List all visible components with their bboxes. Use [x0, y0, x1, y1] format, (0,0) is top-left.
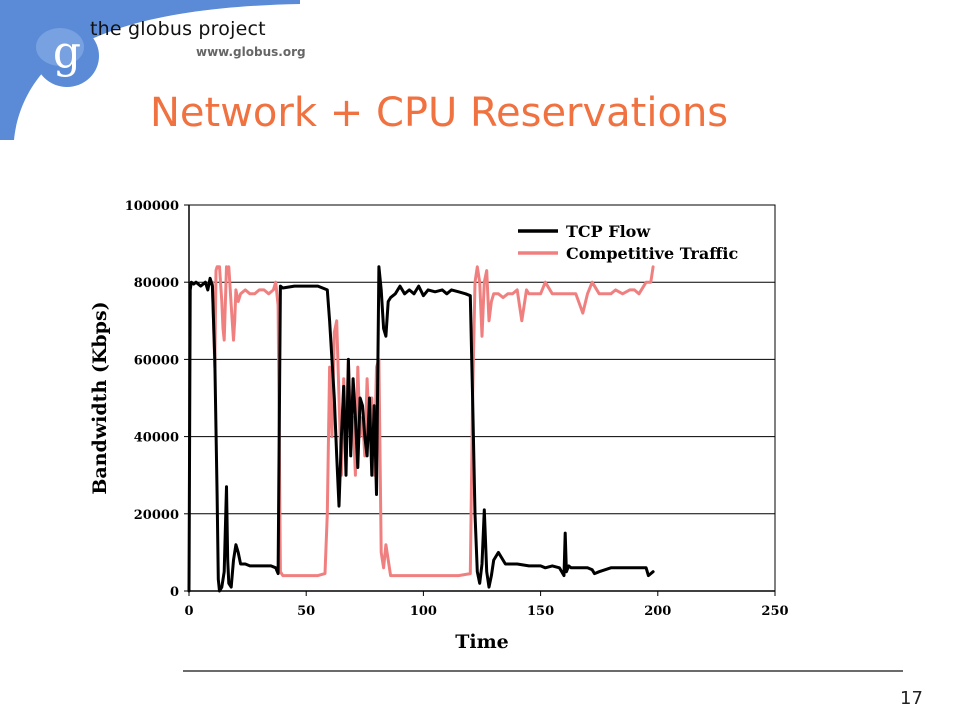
globus-logo: g — [0, 0, 300, 140]
x-tick-label-250: 250 — [761, 604, 788, 619]
x-tick-label-100: 100 — [410, 604, 437, 619]
series-layer — [187, 265, 655, 593]
y-tick-label-40000: 40000 — [134, 431, 179, 446]
y-tick-label-60000: 60000 — [134, 353, 179, 368]
grid-lines — [189, 281, 775, 515]
footer-rule — [183, 670, 903, 672]
y-tick-label-80000: 80000 — [134, 276, 179, 291]
brand-name: the globus project — [90, 18, 266, 40]
x-tick-label-200: 200 — [644, 604, 671, 619]
slide-title: Network + CPU Reservations — [150, 90, 729, 136]
logo-letter: g — [53, 27, 81, 78]
tick-labels: 0 20000 40000 60000 80000 100000 0 50 100 150 200 2… — [125, 199, 789, 619]
axes — [188, 205, 775, 592]
series-line-tcp-flow — [187, 265, 655, 593]
y-axis-label: Bandwidth (Kbps) — [89, 301, 111, 494]
y-tick-label-20000: 20000 — [134, 508, 179, 523]
y-tick-label-100000: 100000 — [125, 199, 179, 214]
y-tick-label-0: 0 — [170, 585, 179, 600]
page-number: 17 — [900, 688, 923, 709]
legend-label-competitive-traffic: Competitive Traffic — [566, 244, 738, 263]
logo-circle-highlight — [36, 28, 84, 66]
x-tick-label-50: 50 — [297, 604, 315, 619]
legend-label-tcp-flow: TCP Flow — [566, 222, 651, 241]
brand-url: www.globus.org — [196, 45, 306, 59]
x-axis-label: Time — [455, 631, 509, 653]
series-line-competitive-traffic — [210, 265, 655, 578]
x-tick-label-150: 150 — [527, 604, 554, 619]
x-tick-label-0: 0 — [184, 604, 193, 619]
legend: TCP Flow Competitive Traffic — [518, 222, 738, 263]
